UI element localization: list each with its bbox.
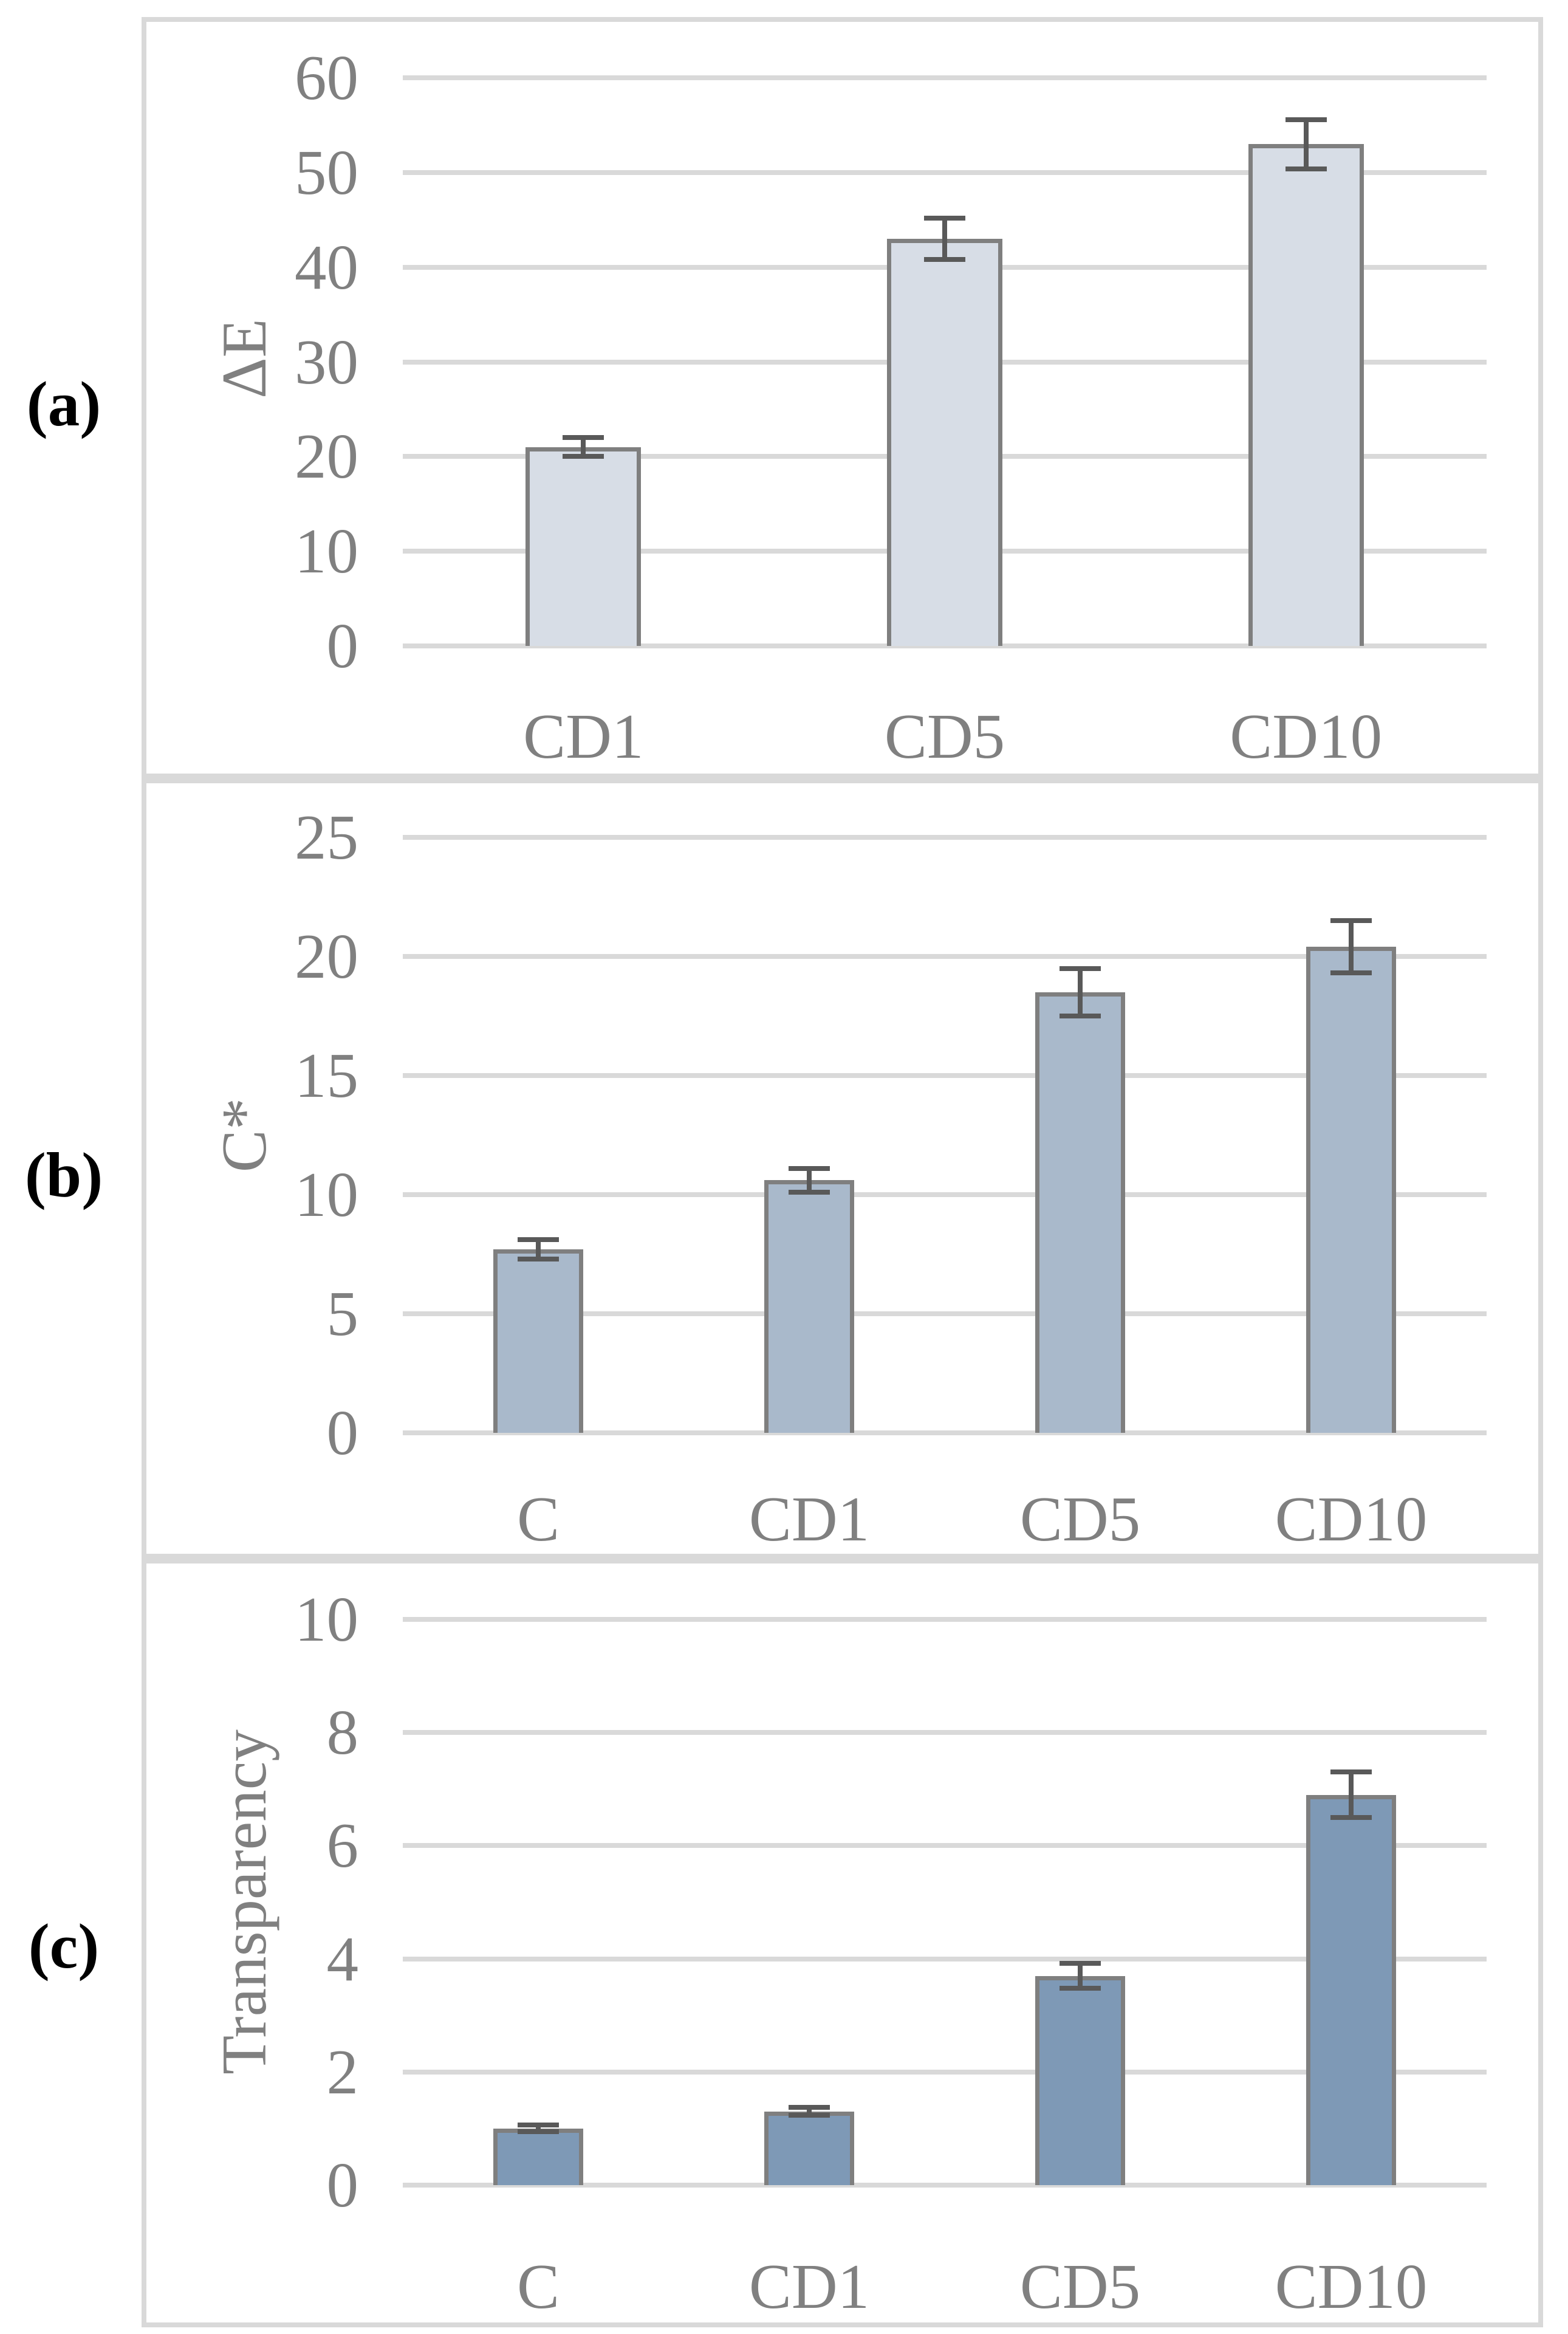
- error-bar-cap-top: [1330, 1769, 1372, 1775]
- bar-cd5: [1035, 1975, 1125, 2185]
- category-label: C: [516, 1483, 560, 1554]
- error-bar: [1078, 1963, 1083, 1988]
- error-bar-cap-bottom: [1285, 166, 1327, 171]
- panel-label-a: (a): [26, 368, 101, 439]
- category-label: CD10: [1275, 2251, 1428, 2322]
- error-bar-cap-bottom: [1060, 1986, 1101, 1991]
- y-tick-label: 10: [295, 515, 358, 587]
- gridline: [403, 170, 1487, 175]
- bar-cd10: [1248, 144, 1364, 646]
- panel-label-b: (b): [24, 1139, 103, 1210]
- y-tick-label: 5: [326, 1278, 359, 1349]
- error-bar: [581, 438, 586, 457]
- gridline: [403, 1956, 1487, 1962]
- category-label: CD10: [1230, 701, 1383, 772]
- gridline: [403, 835, 1487, 840]
- y-tick-label: 0: [326, 610, 359, 681]
- error-bar: [1349, 1772, 1354, 1817]
- error-bar-cap-top: [1330, 918, 1372, 924]
- y-tick-label: 0: [326, 1397, 359, 1468]
- category-label: CD10: [1275, 1483, 1428, 1554]
- error-bar: [1349, 921, 1354, 973]
- error-bar-cap-bottom: [1330, 1814, 1372, 1820]
- error-bar-cap-top: [1060, 966, 1101, 971]
- error-bar-cap-top: [1060, 1961, 1101, 1966]
- error-bar-cap-top: [924, 215, 965, 221]
- y-tick-label: 20: [295, 921, 358, 992]
- error-bar-cap-bottom: [924, 257, 965, 263]
- y-axis-title-c: Transparency: [208, 1729, 279, 2075]
- category-label: CD5: [884, 701, 1005, 772]
- error-bar-cap-top: [789, 2105, 830, 2110]
- y-tick-label: 20: [295, 420, 358, 492]
- y-tick-label: 0: [326, 2149, 359, 2220]
- error-bar-cap-top: [789, 1165, 830, 1171]
- gridline: [403, 1843, 1487, 1848]
- y-tick-label: 25: [295, 801, 358, 873]
- category-label: C: [516, 2251, 560, 2322]
- bar-c: [493, 2128, 583, 2185]
- error-bar-cap-top: [563, 435, 604, 441]
- gridline: [403, 1192, 1487, 1197]
- bar-c: [493, 1249, 583, 1433]
- category-label: CD1: [748, 2251, 870, 2322]
- bar-cd5: [1035, 992, 1125, 1433]
- error-bar-cap-bottom: [518, 2129, 559, 2135]
- error-bar-cap-bottom: [1060, 1014, 1101, 1018]
- error-bar-cap-bottom: [789, 2113, 830, 2118]
- y-tick-label: 50: [295, 136, 358, 208]
- error-bar: [807, 2107, 812, 2116]
- bar-cd10: [1306, 1794, 1396, 2185]
- gridline: [403, 644, 1487, 648]
- bar-cd1: [764, 2111, 854, 2185]
- error-bar-cap-bottom: [563, 454, 604, 459]
- error-bar-cap-bottom: [789, 1190, 830, 1195]
- error-bar: [807, 1168, 812, 1193]
- y-tick-label: 6: [326, 1810, 359, 1881]
- y-tick-label: 10: [295, 1159, 358, 1230]
- panel-label-c: (c): [28, 1910, 100, 1982]
- error-bar-cap-top: [518, 1237, 559, 1243]
- error-bar: [942, 218, 947, 260]
- gridline: [403, 954, 1487, 959]
- bar-cd5: [887, 238, 1002, 646]
- y-tick-label: 60: [295, 42, 358, 113]
- y-tick-label: 10: [295, 1584, 358, 1655]
- y-tick-label: 15: [295, 1040, 358, 1111]
- gridline: [403, 75, 1487, 80]
- y-tick-label: 40: [295, 231, 358, 303]
- y-tick-label: 4: [326, 1923, 359, 1994]
- bar-cd10: [1306, 947, 1396, 1433]
- gridline: [403, 2069, 1487, 2075]
- category-label: CD1: [748, 1483, 870, 1554]
- gridline: [403, 1430, 1487, 1435]
- bar-cd1: [526, 447, 642, 646]
- gridline: [403, 1073, 1487, 1078]
- error-bar-cap-bottom: [1330, 970, 1372, 976]
- gridline: [403, 2183, 1487, 2188]
- error-bar-cap-top: [1285, 117, 1327, 122]
- category-label: CD5: [1019, 2251, 1141, 2322]
- y-tick-label: 30: [295, 326, 358, 397]
- error-bar-cap-bottom: [518, 1256, 559, 1261]
- error-bar: [1078, 968, 1083, 1016]
- gridline: [403, 1617, 1487, 1622]
- error-bar: [1303, 119, 1309, 169]
- bar-cd1: [764, 1180, 854, 1433]
- y-tick-label: 2: [326, 2036, 359, 2107]
- category-label: CD1: [523, 701, 644, 772]
- error-bar: [536, 1240, 541, 1259]
- gridline: [403, 1311, 1487, 1316]
- category-label: CD5: [1019, 1483, 1141, 1554]
- error-bar-cap-top: [518, 2123, 559, 2128]
- gridline: [403, 1730, 1487, 1735]
- error-bar: [536, 2125, 541, 2132]
- y-tick-label: 8: [326, 1697, 359, 1768]
